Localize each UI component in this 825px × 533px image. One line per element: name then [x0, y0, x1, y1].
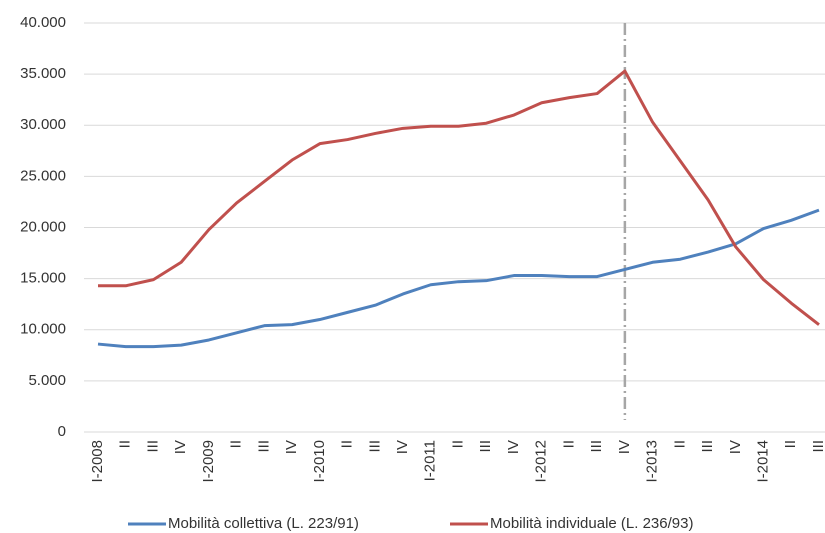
y-tick-label: 25.000: [20, 167, 66, 184]
series-line: [97, 208, 820, 349]
x-tick-label: IV: [283, 440, 300, 454]
x-tick-label: I-2013: [644, 440, 661, 483]
x-tick-label: III: [810, 440, 825, 453]
x-tick-label: I-2009: [200, 440, 217, 483]
x-tick-label: III: [366, 440, 383, 453]
x-tick-label: II: [560, 440, 577, 448]
y-tick-label: 15.000: [20, 270, 66, 287]
x-tick-label: III: [699, 440, 716, 453]
x-tick-label: IV: [727, 440, 744, 454]
y-tick-label: 40.000: [20, 14, 66, 31]
x-tick-label: III: [588, 440, 605, 453]
y-tick-label: 35.000: [20, 65, 66, 82]
x-tick-label: I-2012: [533, 440, 550, 483]
x-tick-label: II: [117, 440, 134, 448]
x-tick-label: II: [228, 440, 245, 448]
y-tick-label: 30.000: [20, 116, 66, 133]
x-tick-label: II: [449, 440, 466, 448]
x-tick-label: I-2008: [89, 440, 106, 483]
legend-label: Mobilità individuale (L. 236/93): [490, 515, 693, 532]
y-tick-label: 5.000: [28, 372, 66, 389]
legend-item: Mobilità collettiva (L. 223/91): [128, 515, 359, 532]
x-tick-label: IV: [505, 440, 522, 454]
series-line: [98, 69, 820, 326]
y-tick-label: 0: [58, 423, 66, 440]
x-tick-label: IV: [172, 440, 189, 454]
x-tick-label: II: [339, 440, 356, 448]
y-tick-label: 20.000: [20, 218, 66, 235]
y-tick-label: 10.000: [20, 321, 66, 338]
x-tick-label: II: [671, 440, 688, 448]
x-tick-label: II: [782, 440, 799, 448]
x-tick-label: I-2011: [422, 440, 439, 481]
x-tick-label: IV: [616, 440, 633, 454]
legend-item: Mobilità individuale (L. 236/93): [450, 515, 693, 532]
legend-label: Mobilità collettiva (L. 223/91): [168, 515, 359, 532]
x-tick-label: III: [144, 440, 161, 453]
x-tick-label: IV: [394, 440, 411, 454]
x-tick-label: I-2014: [754, 440, 771, 483]
x-tick-label: I-2010: [311, 440, 328, 483]
x-tick-label: III: [255, 440, 272, 453]
x-tick-label: III: [477, 440, 494, 453]
